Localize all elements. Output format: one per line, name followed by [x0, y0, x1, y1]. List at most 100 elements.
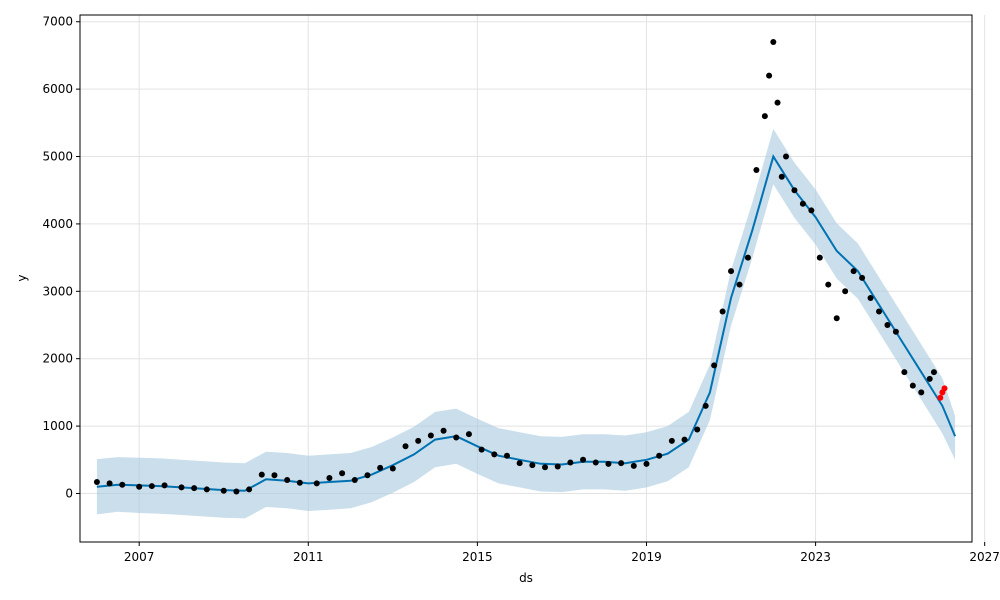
data-point — [233, 488, 240, 495]
data-point — [766, 72, 773, 79]
data-point — [377, 464, 384, 471]
data-point — [178, 484, 185, 491]
data-point — [296, 479, 303, 486]
data-point — [630, 462, 637, 469]
data-point — [440, 427, 447, 434]
data-point — [453, 434, 460, 441]
highlighted-points — [937, 385, 948, 401]
observed-points — [93, 38, 937, 495]
data-point — [567, 459, 574, 466]
data-point — [491, 451, 498, 458]
y-axis-ticks: 0 1000 2000 3000 4000 5000 6000 7000 — [42, 15, 80, 500]
forecast-line — [96, 154, 957, 492]
data-point — [465, 431, 472, 438]
data-point — [791, 187, 798, 194]
y-tick-label: 5000 — [42, 150, 73, 164]
data-point — [867, 295, 874, 302]
data-point — [136, 483, 143, 490]
data-point — [516, 460, 523, 467]
data-point — [744, 254, 751, 261]
data-point — [782, 153, 789, 160]
y-axis-label: y — [15, 274, 29, 281]
data-point — [909, 382, 916, 389]
data-point — [926, 375, 933, 382]
data-point — [702, 402, 709, 409]
data-point — [246, 486, 253, 493]
data-point — [850, 268, 857, 275]
data-point — [643, 460, 650, 467]
data-point — [761, 113, 768, 120]
y-tick-label: 0 — [65, 486, 73, 500]
data-point — [478, 446, 485, 453]
data-point — [816, 254, 823, 261]
x-axis-ticks: 2007 2011 2015 2019 2023 2027 — [124, 542, 1000, 564]
data-point — [918, 389, 925, 396]
data-point — [191, 485, 198, 492]
data-point — [711, 362, 718, 369]
data-point — [736, 281, 743, 288]
data-point — [668, 437, 675, 444]
data-point — [592, 459, 599, 466]
data-point — [203, 486, 210, 493]
data-point — [618, 460, 625, 467]
x-tick-label: 2019 — [631, 550, 662, 564]
data-point — [901, 369, 908, 376]
data-point — [808, 207, 815, 214]
data-point — [892, 328, 899, 335]
x-axis-label: ds — [519, 571, 533, 585]
data-point — [220, 487, 227, 494]
x-tick-label: 2011 — [293, 550, 324, 564]
data-point — [694, 426, 701, 433]
data-point — [778, 173, 785, 180]
uncertainty-band — [96, 128, 956, 519]
data-point — [554, 463, 561, 470]
x-tick-label: 2027 — [969, 550, 1000, 564]
data-point — [339, 470, 346, 477]
data-point — [728, 268, 735, 275]
data-point — [605, 460, 612, 467]
data-point — [770, 38, 777, 45]
data-point — [825, 281, 832, 288]
uncertainty-band-area — [96, 128, 956, 519]
data-point — [427, 432, 434, 439]
y-tick-label: 3000 — [42, 284, 73, 298]
data-point — [681, 436, 688, 443]
data-point — [774, 99, 781, 106]
y-tick-label: 4000 — [42, 217, 73, 231]
x-tick-label: 2023 — [800, 550, 831, 564]
data-point — [930, 369, 937, 376]
data-point — [799, 200, 806, 207]
data-point — [884, 322, 891, 328]
data-point — [875, 308, 882, 315]
data-point — [161, 482, 168, 489]
y-tick-label: 6000 — [42, 82, 73, 96]
highlighted-point — [937, 394, 944, 401]
data-point — [364, 472, 371, 479]
data-point — [415, 437, 422, 444]
y-tick-label: 2000 — [42, 352, 73, 366]
highlighted-point — [941, 385, 948, 392]
data-point — [529, 462, 536, 469]
data-point — [842, 288, 849, 295]
data-point — [503, 452, 510, 459]
data-point — [351, 477, 358, 483]
data-point — [859, 274, 866, 281]
data-point — [326, 474, 333, 481]
plot-frame — [79, 14, 973, 543]
x-tick-label: 2015 — [462, 550, 493, 564]
data-point — [753, 167, 760, 173]
data-point — [656, 452, 663, 459]
data-point — [119, 481, 126, 488]
data-point — [719, 308, 726, 315]
yhat-line — [96, 154, 957, 492]
data-point — [258, 471, 265, 478]
data-point — [271, 472, 278, 479]
data-point — [402, 443, 409, 450]
data-point — [93, 479, 100, 486]
data-point — [313, 480, 320, 487]
data-point — [106, 480, 113, 487]
y-tick-label: 7000 — [42, 15, 73, 29]
data-point — [148, 483, 155, 490]
y-tick-label: 1000 — [42, 419, 73, 433]
